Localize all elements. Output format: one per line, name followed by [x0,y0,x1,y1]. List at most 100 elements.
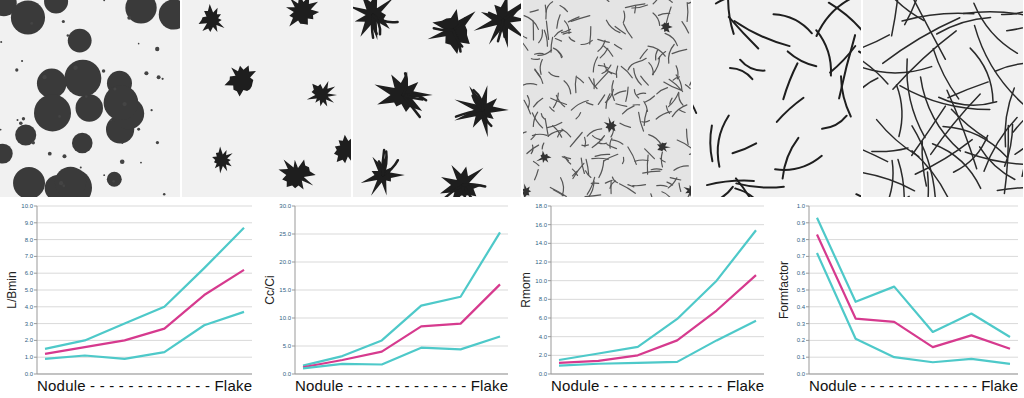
x-axis-title: Nodule - - - - - - - - - - - - - Flake [37,377,252,394]
tick-label: 0.0 [25,371,34,377]
graphite-flake [662,0,673,2]
graphite-flake [871,196,909,197]
graphite-flake [777,98,804,122]
graphite-flake [898,160,904,198]
graphite-flake [586,159,589,174]
grid-line [551,336,764,337]
graphite-flake [783,63,797,99]
series-line [303,284,500,367]
graphite-flake [933,144,981,189]
graphite-flake [534,98,543,107]
y-axis-title: Formfactor [777,261,791,319]
micrograph-ground [863,0,1023,197]
graphite-flake [623,157,624,163]
graphite-flake [569,37,575,41]
speck [62,154,66,158]
graphite-flake [788,51,817,66]
graphite-flake [523,29,527,38]
nodule [37,69,67,99]
graphite-flake [736,183,784,187]
graphite-flake [625,4,645,8]
grid-line [295,234,508,235]
graphite-flake [542,143,544,149]
grid-line [37,256,252,257]
graphite-particle [604,117,617,133]
graphite-flake [706,187,733,197]
graphite-flake [740,60,764,71]
graphite-flake [686,194,689,197]
graphite-flake [548,123,562,128]
graphite-flake [483,110,491,126]
micrograph [863,0,1023,197]
nodule [44,0,68,13]
speck [155,47,159,51]
graphite-flake [669,92,679,106]
graphite-flake [628,185,634,187]
graphite-flake [628,147,636,164]
grid-line [37,206,252,207]
graphite-flake [658,52,665,59]
graphite-flake [524,16,538,30]
graphite-flake [783,138,799,179]
graphite-flake [863,44,888,84]
graphite-flake [970,48,993,101]
graphite-flake [489,13,503,20]
graphite-flake [661,152,662,167]
chart-panel: 0.02.04.06.08.010.012.014.016.018.0RmomN… [519,203,764,394]
nodule [72,133,93,154]
tick-label: 4.0 [539,334,548,340]
graphite-flake [474,90,483,110]
tick-label: 0.0 [283,371,292,377]
graphite-flake [863,78,878,112]
graphite-flake [666,7,671,24]
graphite-flake [531,58,539,60]
graphite-flake [593,136,603,140]
graphite-flake [905,0,920,25]
speck [112,180,115,183]
graphite-flake [593,57,597,72]
graphite-flake [607,144,616,148]
graphite-flake [900,86,990,110]
tick-label: 8.0 [539,296,548,302]
speck [58,115,61,118]
series-line [817,253,1010,364]
graphite-flake [649,63,653,75]
grid-line [295,262,508,263]
graphite-flake [641,76,649,85]
speck [22,117,25,120]
graphite-flake [679,93,683,105]
graphite-flake [863,171,915,191]
graphite-flake [730,68,752,79]
tick-label: 1.0 [25,354,34,360]
graphite-flake [974,3,1018,53]
tick-label: 2.0 [25,337,34,343]
graphite-flake [933,49,959,99]
plot-area [809,206,1018,374]
graphite-flake [775,156,822,170]
graphite-flake [951,109,987,139]
graphite-particle [225,66,257,97]
grid-line [809,290,1018,291]
graphite-flake [679,110,685,113]
graphite-flake [672,105,687,117]
tick-label: 0.8 [797,237,806,243]
graphite-flake [541,114,544,119]
grid-line [551,299,764,300]
y-axis-line [551,206,552,374]
graphite-flake [598,65,608,68]
grid-line [37,239,252,240]
grid-line [37,222,252,223]
speck [113,87,116,90]
graphite-flake [735,188,765,197]
graphite-flake [640,49,647,58]
graphite-flake [693,87,696,113]
graphite-particle [683,185,691,196]
graphite-flake [628,62,637,70]
graphite-flake [599,161,604,178]
graphite-flake [523,132,526,140]
graphite-flake [642,121,650,123]
nodule [13,167,45,197]
graphite-flake [677,140,691,148]
graphite-flake [568,17,579,22]
graphite-flake [615,91,626,95]
